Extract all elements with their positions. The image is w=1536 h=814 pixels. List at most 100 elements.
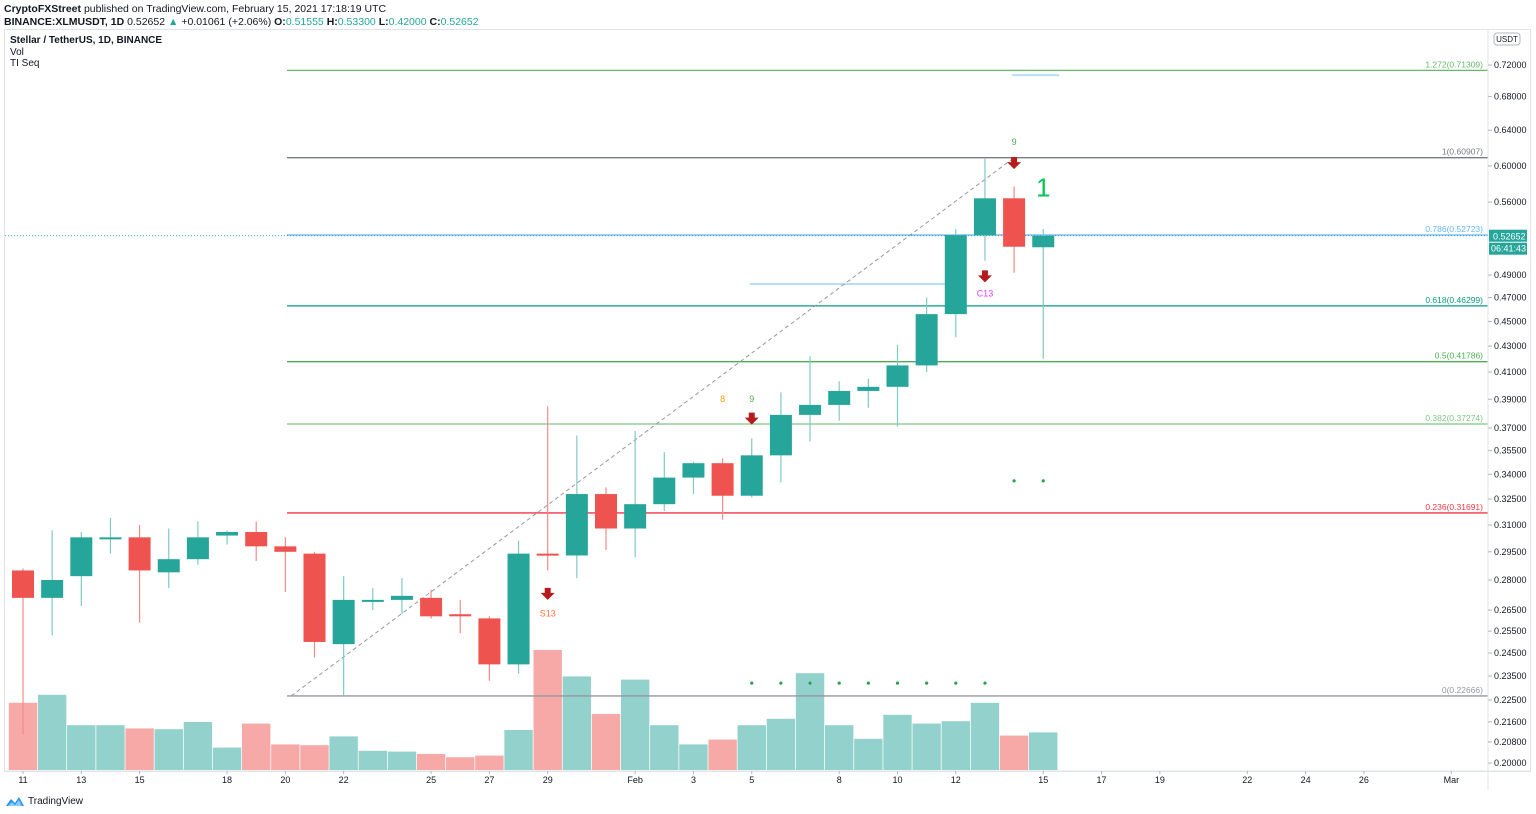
volume-bar: [154, 729, 183, 770]
candle-body[interactable]: [624, 504, 647, 529]
price-tick-label: 0.68000: [1494, 92, 1527, 102]
volume-bar: [446, 757, 475, 770]
price-tick-label: 0.20000: [1494, 758, 1527, 768]
candle-body[interactable]: [536, 553, 559, 556]
tradingview-brand[interactable]: TradingView: [5, 795, 83, 807]
time-tick-label: 29: [543, 775, 553, 785]
chart-legend: Stellar / TetherUS, 1D, BINANCE Vol TI S…: [10, 35, 162, 70]
candle-body[interactable]: [711, 463, 734, 496]
candle-body[interactable]: [565, 494, 588, 556]
candle-body[interactable]: [857, 386, 880, 391]
sell-arrow-icon: [977, 270, 992, 283]
time-tick-label: 10: [892, 775, 902, 785]
candle-body[interactable]: [186, 537, 209, 560]
price-tick-label: 0.37000: [1494, 423, 1527, 433]
candle-body[interactable]: [332, 599, 355, 645]
volume-bar: [912, 723, 941, 770]
time-tick-label: 19: [1155, 775, 1165, 785]
candle-body[interactable]: [128, 537, 151, 571]
candle-body[interactable]: [361, 599, 384, 602]
currency-badge[interactable]: [1493, 32, 1521, 46]
price-tick-label: 0.35500: [1494, 446, 1527, 456]
price-tick-label: 0.56000: [1494, 197, 1527, 207]
volume-bar: [96, 725, 125, 770]
time-tick-label: 25: [426, 775, 436, 785]
setup-dot: [1041, 479, 1045, 483]
volume-bar: [533, 650, 562, 770]
candle-body[interactable]: [682, 463, 705, 478]
symbol-label: BINANCE:XLMUSDT, 1D: [4, 16, 125, 28]
volume-bar: [475, 755, 504, 770]
open-value: 0.51555: [285, 16, 324, 28]
candle-body[interactable]: [216, 532, 239, 536]
volume-bar: [242, 723, 271, 770]
candle-body[interactable]: [507, 553, 530, 665]
setup-dot: [837, 681, 841, 685]
candle-body[interactable]: [1032, 235, 1055, 248]
legend-vol[interactable]: Vol: [10, 46, 24, 58]
candle-body[interactable]: [595, 494, 617, 529]
fib-level-label: 0.236(0.31691): [1425, 502, 1483, 512]
candle-body[interactable]: [390, 595, 413, 600]
candle-body[interactable]: [303, 553, 326, 642]
candle-body[interactable]: [420, 597, 443, 617]
setup-dot: [983, 681, 987, 685]
candle-body[interactable]: [915, 314, 938, 366]
price-tick-label: 0.24500: [1494, 648, 1527, 658]
price-tick-label: 0.64000: [1494, 125, 1527, 135]
volume-bar: [358, 750, 387, 770]
candle-body[interactable]: [1003, 198, 1026, 247]
fib-level-label: 0.786(0.52723): [1425, 224, 1483, 234]
td-label: 9: [1012, 137, 1017, 147]
candle-body[interactable]: [886, 365, 909, 387]
time-tick-label: 12: [951, 775, 961, 785]
volume-bar: [67, 725, 96, 770]
candle-body[interactable]: [828, 390, 851, 405]
candle-body[interactable]: [799, 404, 822, 415]
price-tick-label: 0.23500: [1494, 671, 1527, 681]
fib-level-label: 0.618(0.46299): [1425, 295, 1483, 305]
candle-body[interactable]: [944, 235, 967, 315]
candle-body[interactable]: [70, 537, 93, 577]
volume-bar: [562, 676, 592, 770]
sell-arrow-icon: [1007, 157, 1022, 170]
fib-trendline[interactable]: [290, 157, 1015, 697]
price-tick-label: 0.29500: [1494, 547, 1527, 557]
candle-body[interactable]: [245, 532, 268, 547]
candle-body[interactable]: [157, 559, 180, 573]
td-label: S13: [540, 608, 556, 618]
candle-body[interactable]: [274, 546, 297, 552]
setup-dot: [895, 681, 900, 685]
candle-body[interactable]: [769, 414, 792, 456]
candle-body[interactable]: [653, 477, 676, 505]
time-tick-label: 5: [749, 775, 754, 785]
up-triangle-icon: ▲: [167, 16, 179, 28]
volume-bar: [854, 738, 883, 770]
candle-body[interactable]: [41, 580, 64, 598]
price-tick-label: 0.41000: [1494, 367, 1527, 377]
brand-label: TradingView: [28, 795, 84, 807]
last-price-badge: [1489, 229, 1527, 242]
time-tick-label: 22: [1242, 775, 1252, 785]
setup-dot: [779, 681, 783, 685]
candle-body[interactable]: [449, 614, 472, 617]
volume-bar: [125, 728, 154, 770]
legend-title[interactable]: Stellar / TetherUS, 1D, BINANCE: [10, 35, 163, 46]
volume-bar: [329, 736, 358, 770]
legend-indicator[interactable]: TI Seq: [10, 58, 40, 69]
time-tick-label: 15: [135, 775, 145, 785]
setup-dot: [954, 681, 958, 685]
setup-dot: [866, 681, 870, 685]
volume-bar: [650, 725, 679, 770]
volume-bar: [37, 694, 67, 770]
candle-body[interactable]: [478, 618, 501, 665]
volume-bar: [212, 747, 242, 770]
candle-body[interactable]: [12, 570, 34, 598]
tradingview-logo-icon: [6, 797, 24, 806]
candle-body[interactable]: [99, 537, 122, 540]
candle-body[interactable]: [740, 455, 763, 496]
candle-body[interactable]: [973, 198, 996, 236]
volume-bar: [766, 718, 796, 770]
price-change: +0.01061 (+2.06%): [181, 16, 272, 28]
